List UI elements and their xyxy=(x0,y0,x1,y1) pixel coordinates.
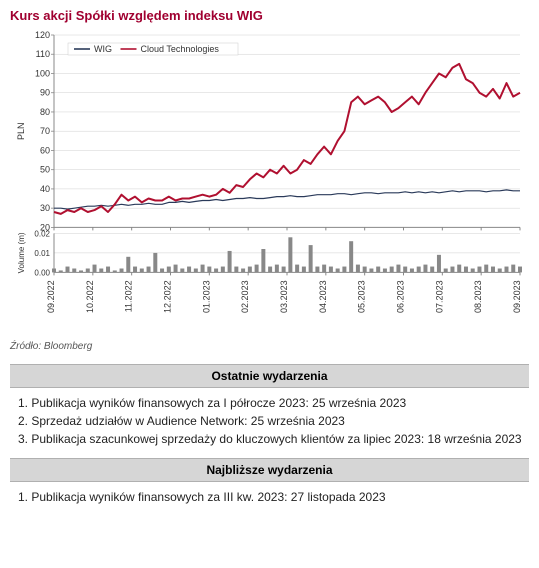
svg-text:Cloud Technologies: Cloud Technologies xyxy=(141,44,220,54)
svg-text:08.2023: 08.2023 xyxy=(473,280,483,313)
svg-text:12.2022: 12.2022 xyxy=(163,280,173,313)
svg-text:10.2022: 10.2022 xyxy=(85,280,95,313)
svg-text:70: 70 xyxy=(40,126,50,136)
svg-text:0.01: 0.01 xyxy=(34,249,50,258)
svg-text:Volume (m): Volume (m) xyxy=(17,232,26,273)
svg-text:11.2022: 11.2022 xyxy=(124,280,134,312)
event-item: 3. Publikacja szacunkowej sprzedaży do k… xyxy=(18,430,529,448)
svg-text:40: 40 xyxy=(40,184,50,194)
svg-text:PLN: PLN xyxy=(16,122,26,140)
svg-text:01.2023: 01.2023 xyxy=(201,280,211,313)
svg-text:WIG: WIG xyxy=(94,44,112,54)
event-item: 2. Sprzedaż udziałów w Audience Network:… xyxy=(18,412,529,430)
svg-text:60: 60 xyxy=(40,145,50,155)
svg-text:100: 100 xyxy=(35,68,50,78)
chart-title: Kurs akcji Spółki względem indeksu WIG xyxy=(10,8,529,23)
section-header-recent: Ostatnie wydarzenia xyxy=(10,364,529,388)
upcoming-events-list: 1. Publikacja wyników finansowych za III… xyxy=(10,488,529,506)
svg-text:120: 120 xyxy=(35,30,50,40)
svg-text:110: 110 xyxy=(36,49,50,59)
svg-text:50: 50 xyxy=(40,165,50,175)
event-item: 1. Publikacja wyników finansowych za III… xyxy=(18,488,529,506)
svg-text:03.2023: 03.2023 xyxy=(279,280,289,313)
svg-text:09.2022: 09.2022 xyxy=(46,280,56,313)
svg-text:06.2023: 06.2023 xyxy=(396,280,406,313)
svg-text:04.2023: 04.2023 xyxy=(318,280,328,313)
svg-text:90: 90 xyxy=(40,88,50,98)
section-header-upcoming: Najbliższe wydarzenia xyxy=(10,458,529,482)
event-item: 1. Publikacja wyników finansowych za I p… xyxy=(18,394,529,412)
svg-text:09.2023: 09.2023 xyxy=(512,280,522,313)
svg-text:80: 80 xyxy=(40,107,50,117)
svg-text:02.2023: 02.2023 xyxy=(240,280,250,313)
svg-text:07.2023: 07.2023 xyxy=(434,280,444,313)
source-line: Źródło: Bloomberg xyxy=(10,341,529,352)
svg-text:0.02: 0.02 xyxy=(34,229,50,238)
chart-container: 2030405060708090100110120PLNWIGCloud Tec… xyxy=(10,29,528,339)
svg-text:05.2023: 05.2023 xyxy=(357,280,367,313)
svg-text:30: 30 xyxy=(40,203,50,213)
svg-text:0.00: 0.00 xyxy=(34,268,50,277)
price-volume-chart: 2030405060708090100110120PLNWIGCloud Tec… xyxy=(10,29,528,339)
recent-events-list: 1. Publikacja wyników finansowych za I p… xyxy=(10,394,529,448)
